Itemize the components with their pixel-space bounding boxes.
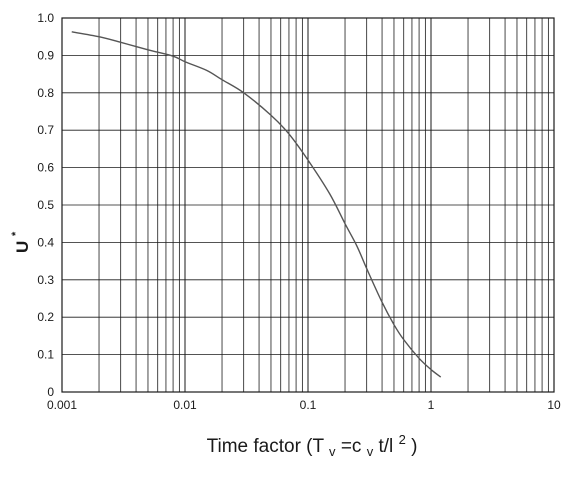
y-tick-label: 0 <box>47 385 54 399</box>
y-tick-label: 0.7 <box>37 123 54 137</box>
x-tick-label: 1 <box>428 398 435 412</box>
x-tick-label: 0.1 <box>300 398 317 412</box>
x-tick-label: 0.01 <box>173 398 197 412</box>
y-tick-label: 0.6 <box>37 161 54 175</box>
x-axis-label-sub2: v <box>367 444 374 459</box>
y-tick-label: 1.0 <box>37 11 54 25</box>
x-axis-label-mid2: t/l <box>379 436 394 457</box>
x-tick-label: 10 <box>547 398 561 412</box>
y-tick-label: 0.2 <box>37 310 54 324</box>
x-axis-label-end: ) <box>411 436 417 457</box>
y-tick-label: 0.3 <box>37 273 54 287</box>
grid <box>61 17 554 393</box>
y-tick-label: 0.8 <box>37 86 54 100</box>
series-line <box>71 31 442 378</box>
tick-labels: 0.001 0.01 0.1 1 10 0 0.1 0.2 0.3 0.4 0.5 0.6 0.7 0.8… <box>37 11 561 412</box>
x-axis-label-main: Time factor (T <box>207 436 325 457</box>
y-tick-label: 0.4 <box>37 235 54 249</box>
y-tick-label: 0.5 <box>37 198 54 212</box>
y-axis-label: U * <box>10 231 32 253</box>
y-axis-label-main: U <box>13 241 32 253</box>
y-tick-label: 0.9 <box>37 48 54 62</box>
x-axis-label-sup: 2 <box>399 432 406 447</box>
y-axis-label-sup: * <box>10 231 22 236</box>
series-layer <box>71 31 442 378</box>
x-tick-label: 0.001 <box>47 398 77 412</box>
y-tick-label: 0.1 <box>37 348 54 362</box>
plot-frame <box>61 17 555 393</box>
x-axis-label-sub1: v <box>329 444 336 459</box>
x-axis-label-mid1: =c <box>341 436 362 457</box>
x-axis-label: Time factor (T v =c v t/l 2 ) <box>207 428 418 461</box>
